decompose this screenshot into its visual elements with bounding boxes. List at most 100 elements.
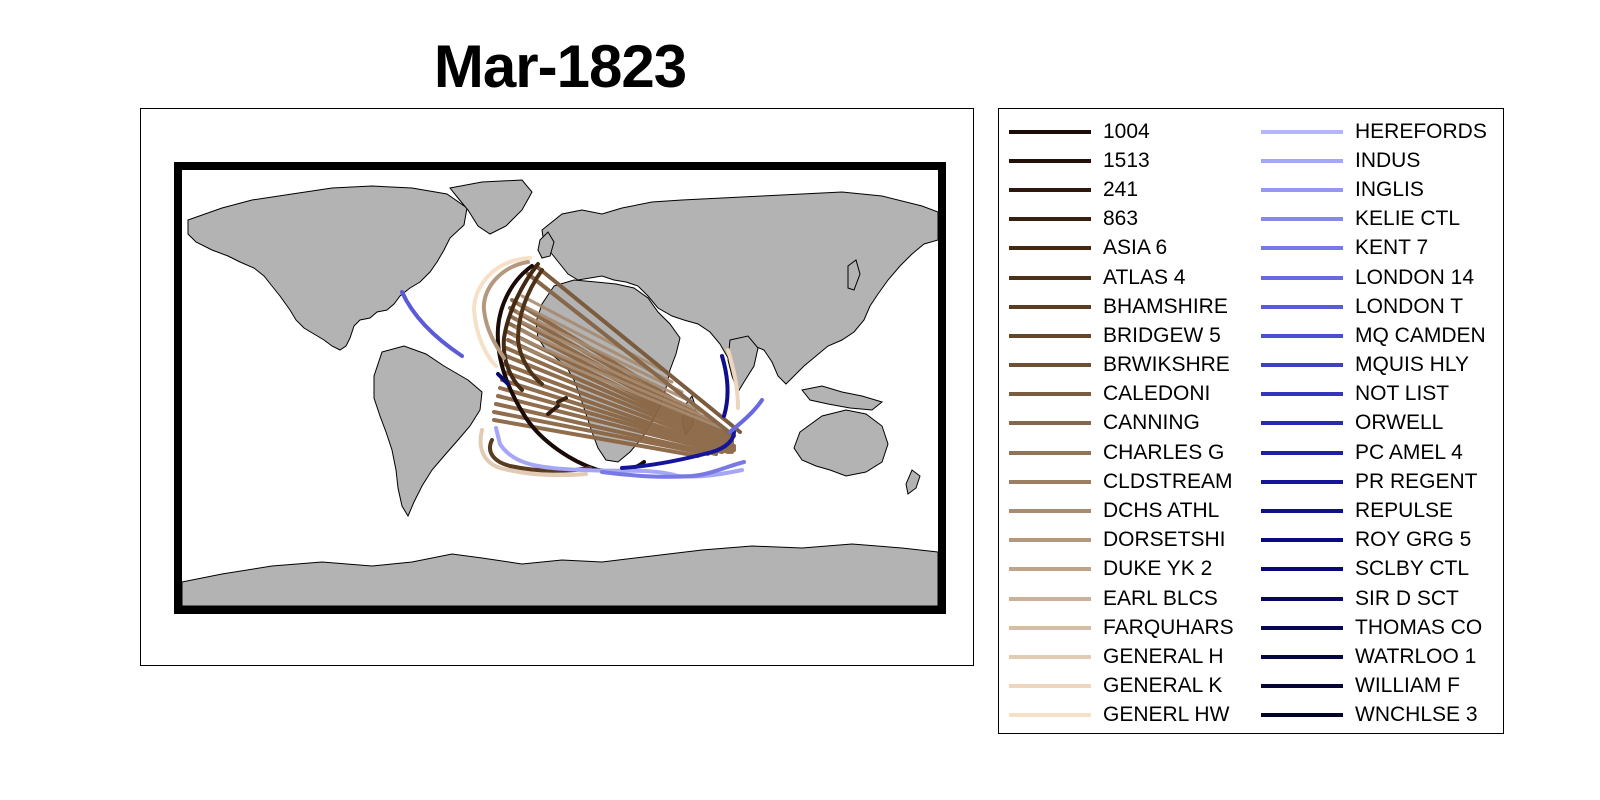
legend-item: REPULSE (1251, 496, 1487, 525)
legend-label: CANNING (1103, 411, 1200, 435)
indonesia-landmass (801, 385, 884, 411)
antarctica-landmass (182, 543, 938, 606)
legend-item: 241 (999, 175, 1234, 204)
legend-swatch (1009, 275, 1091, 280)
track-dorsetshi (481, 260, 530, 360)
legend-label: HEREFORDS (1355, 119, 1487, 143)
legend-column-left: 1004 1513 241 863 ASIA 6 ATLAS 4 BHAMSHIRE BRID… (999, 117, 1234, 730)
legend-label: BRWIKSHRE (1103, 353, 1230, 377)
legend-item: INGLIS (1251, 175, 1487, 204)
legend-swatch (1261, 538, 1343, 543)
legend-label: ORWELL (1355, 411, 1444, 435)
legend-item: 1513 (999, 146, 1234, 175)
legend-item: 1004 (999, 117, 1234, 146)
legend-item: DUKE YK 2 (999, 555, 1234, 584)
voyage-tracks (400, 256, 764, 479)
legend-item: SIR D SCT (1251, 584, 1487, 613)
legend: 1004 1513 241 863 ASIA 6 ATLAS 4 BHAMSHIRE BRID… (998, 108, 1504, 734)
legend-item: BRIDGEW 5 (999, 321, 1234, 350)
legend-item: GENERAL H (999, 642, 1234, 671)
legend-item: PR REGENT (1251, 467, 1487, 496)
chart-title: Mar-1823 (433, 33, 687, 100)
legend-item: KELIE CTL (1251, 205, 1487, 234)
legend-swatch (1261, 684, 1343, 689)
legend-label: WNCHLSE 3 (1355, 703, 1478, 727)
legend-item: BRWIKSHRE (999, 351, 1234, 380)
legend-label: CLDSTREAM (1103, 469, 1233, 493)
track-kent7 (600, 460, 746, 479)
track-general-h (478, 428, 588, 478)
legend-swatch (1009, 538, 1091, 543)
legend-item: LONDON 14 (1251, 263, 1487, 292)
track-generl-k (726, 348, 740, 410)
legend-item: MQUIS HLY (1251, 351, 1487, 380)
legend-item: CLDSTREAM (999, 467, 1234, 496)
legend-label: KENT 7 (1355, 236, 1429, 260)
legend-label: ROY GRG 5 (1355, 528, 1472, 552)
legend-item: PC AMEL 4 (1251, 438, 1487, 467)
legend-label: BHAMSHIRE (1103, 294, 1228, 318)
legend-item: HEREFORDS (1251, 117, 1487, 146)
legend-swatch (1009, 509, 1091, 514)
japan-landmass (847, 259, 861, 291)
legend-label: ATLAS 4 (1103, 265, 1186, 289)
legend-item: ATLAS 4 (999, 263, 1234, 292)
legend-label: PC AMEL 4 (1355, 440, 1463, 464)
legend-item: ASIA 6 (999, 234, 1234, 263)
legend-item: ORWELL (1251, 409, 1487, 438)
legend-swatch (1261, 421, 1343, 426)
legend-swatch (1009, 421, 1091, 426)
legend-item: CALEDONI (999, 380, 1234, 409)
britain-landmass (537, 231, 555, 259)
map-canvas (182, 179, 938, 606)
legend-swatch (1261, 509, 1343, 514)
legend-label: 1513 (1103, 148, 1150, 172)
legend-item: BHAMSHIRE (999, 292, 1234, 321)
legend-label: DCHS ATHL (1103, 499, 1220, 523)
legend-swatch (1261, 450, 1343, 455)
legend-item: GENERL HW (999, 701, 1234, 730)
legend-item: 863 (999, 205, 1234, 234)
legend-swatch (1261, 158, 1343, 163)
legend-label: 1004 (1103, 119, 1150, 143)
track-indus (494, 426, 744, 479)
legend-label: FARQUHARS (1103, 615, 1234, 639)
legend-swatch (1261, 246, 1343, 251)
legend-item: DORSETSHI (999, 526, 1234, 555)
legend-item: ROY GRG 5 (1251, 526, 1487, 555)
legend-item: NOT LIST (1251, 380, 1487, 409)
legend-label: BRIDGEW 5 (1103, 323, 1221, 347)
legend-label: 241 (1103, 177, 1139, 201)
track-royal (496, 372, 510, 386)
legend-item: DCHS ATHL (999, 496, 1234, 525)
legend-swatch (1009, 625, 1091, 630)
legend-swatch (1261, 713, 1343, 718)
legend-swatch (1261, 625, 1343, 630)
legend-swatch (1009, 158, 1091, 163)
track-atlas4 (516, 268, 544, 386)
legend-label: EARL BLCS (1103, 586, 1218, 610)
legend-label: WATRLOO 1 (1355, 644, 1477, 668)
south-america-landmass (373, 345, 483, 518)
legend-label: INDUS (1355, 148, 1421, 172)
legend-item: EARL BLCS (999, 584, 1234, 613)
legend-swatch (1261, 217, 1343, 222)
legend-item: CANNING (999, 409, 1234, 438)
legend-swatch (1261, 187, 1343, 192)
legend-swatch (1261, 333, 1343, 338)
track-london-t (400, 290, 464, 358)
legend-item: WILLIAM F (1251, 672, 1487, 701)
legend-swatch (1261, 392, 1343, 397)
legend-item: WNCHLSE 3 (1251, 701, 1487, 730)
legend-swatch (1009, 713, 1091, 718)
legend-item: CHARLES G (999, 438, 1234, 467)
legend-label: SCLBY CTL (1355, 557, 1469, 581)
legend-label: GENERAL K (1103, 674, 1223, 698)
legend-label: NOT LIST (1355, 382, 1450, 406)
track-asia6 (501, 262, 540, 392)
world-map[interactable] (174, 162, 946, 614)
legend-label: ASIA 6 (1103, 236, 1168, 260)
legend-swatch (1261, 567, 1343, 572)
legend-item: GENERAL K (999, 672, 1234, 701)
legend-label: SIR D SCT (1355, 586, 1459, 610)
